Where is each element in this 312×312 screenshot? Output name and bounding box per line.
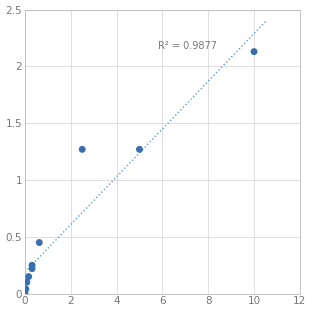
Point bbox=[30, 266, 35, 271]
Point bbox=[24, 280, 29, 285]
Point bbox=[251, 49, 256, 54]
Point bbox=[23, 287, 28, 292]
Point bbox=[37, 240, 42, 245]
Text: R² = 0.9877: R² = 0.9877 bbox=[158, 41, 217, 51]
Point bbox=[137, 147, 142, 152]
Point bbox=[30, 263, 35, 268]
Point bbox=[22, 291, 27, 296]
Point bbox=[80, 147, 85, 152]
Point bbox=[26, 274, 31, 279]
